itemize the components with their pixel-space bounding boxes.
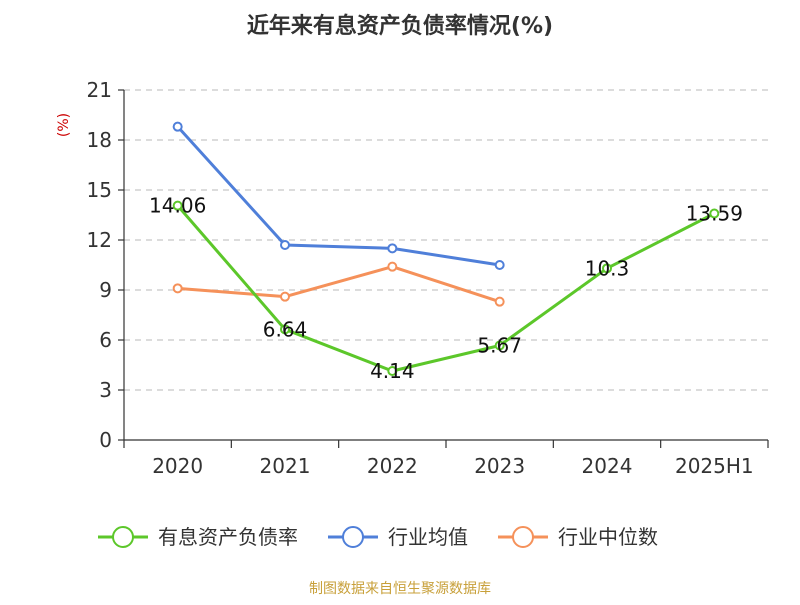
y-tick-label: 3	[99, 378, 112, 402]
x-tick-label: 2025H1	[675, 454, 754, 478]
data-point	[280, 240, 290, 250]
data-point	[172, 283, 183, 294]
y-tick-label: 0	[99, 428, 112, 452]
grid-lines	[124, 89, 768, 391]
data-point	[494, 340, 505, 351]
y-tick-label: 9	[99, 278, 112, 302]
legend-label: 行业均值	[388, 525, 468, 549]
y-tick-label: 18	[87, 128, 112, 152]
data-point	[280, 324, 290, 335]
legend: 有息资产负债率 行业均值 行业中位数	[98, 525, 658, 549]
data-label: 14.06	[149, 194, 206, 218]
y-tick-label: 21	[87, 78, 112, 102]
x-tick-label: 2020	[152, 454, 203, 478]
data-point	[494, 296, 505, 307]
x-tick-label: 2023	[474, 454, 525, 478]
data-point	[602, 263, 612, 274]
chart-title: 近年来有息资产负债率情况(%)	[247, 13, 553, 39]
legend-swatch-marker	[342, 526, 364, 548]
data-label: 5.67	[477, 334, 522, 358]
series-line	[176, 125, 500, 267]
data-point	[172, 200, 183, 211]
data-label: 13.59	[686, 202, 743, 226]
y-tick-label: 15	[87, 178, 112, 202]
x-tick-label: 2024	[582, 454, 633, 478]
x-tick-label: 2021	[260, 454, 311, 478]
data-point	[387, 261, 398, 272]
y-tick-label: 6	[99, 328, 112, 352]
data-point	[387, 243, 398, 254]
data-point	[709, 208, 720, 219]
legend-swatch-marker	[112, 526, 134, 548]
data-label: 10.3	[585, 256, 630, 280]
data-label: 4.14	[370, 359, 415, 383]
data-point	[387, 366, 398, 376]
source-note: 制图数据来自恒生聚源数据库	[309, 581, 491, 597]
data-point	[280, 291, 290, 302]
legend-label: 行业中位数	[558, 525, 658, 549]
data-point	[494, 260, 505, 270]
data-point	[172, 121, 183, 132]
data-label: 6.64	[263, 317, 308, 341]
series-lines	[172, 121, 720, 376]
series-line	[176, 204, 716, 373]
legend-swatch-marker	[512, 526, 534, 548]
y-axis-unit-label: (%)	[56, 113, 72, 137]
data-labels: 14.06 6.64 4.14 5.67 10.3 13.59	[149, 194, 743, 383]
series-line	[177, 265, 501, 304]
x-tick-label: 2022	[367, 454, 418, 478]
axes: 0 3 6 9 12 15 18 21 2020 2021 2022 2023 2024 2025H1	[87, 78, 769, 478]
y-tick-label: 12	[87, 228, 112, 252]
legend-label: 有息资产负债率	[158, 525, 298, 549]
